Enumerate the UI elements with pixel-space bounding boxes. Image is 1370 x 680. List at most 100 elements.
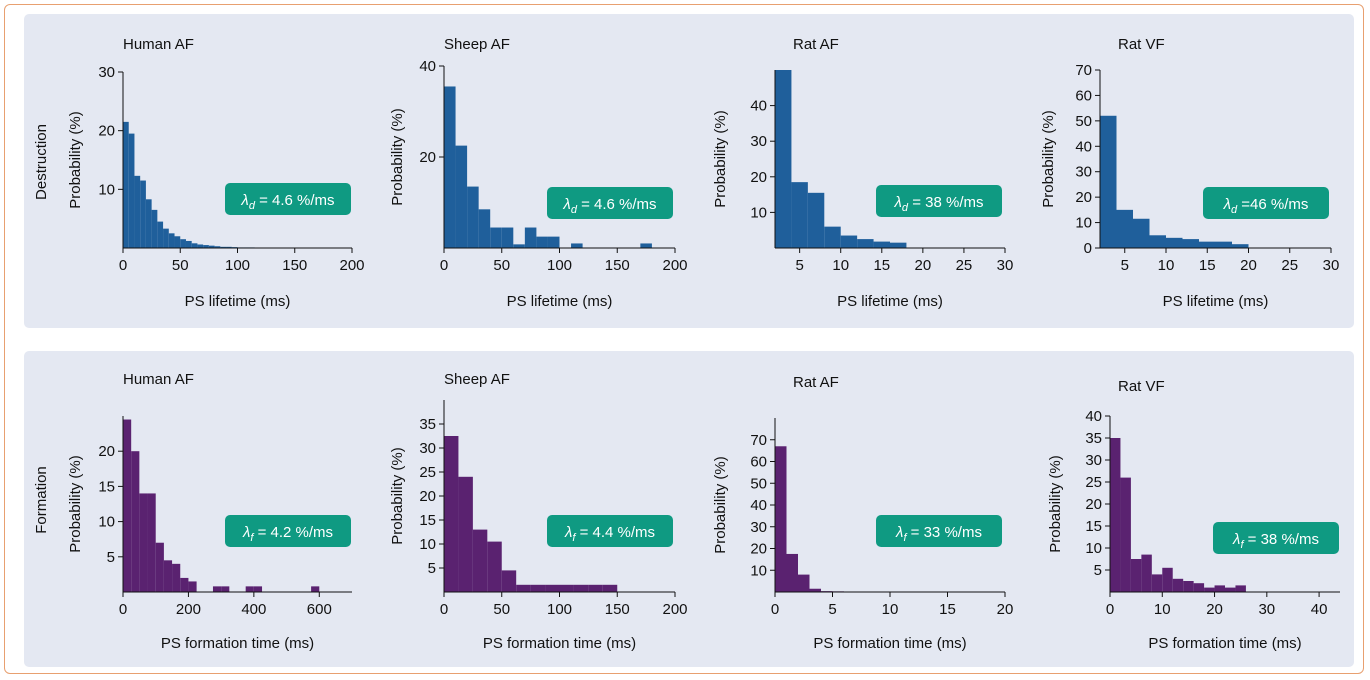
y-tick-label: 20 — [1085, 496, 1102, 513]
histogram-bar — [174, 236, 181, 248]
x-tick-label: 200 — [662, 257, 687, 274]
histogram-bar — [1162, 567, 1173, 592]
y-tick-label: 20 — [419, 149, 436, 166]
histogram-bar — [1214, 585, 1225, 592]
x-tick-label: 20 — [997, 601, 1014, 618]
y-tick-label: 50 — [1075, 113, 1092, 130]
y-tick-label: 30 — [750, 519, 767, 536]
y-tick-label: 0 — [1084, 240, 1092, 257]
histogram-bar — [467, 186, 479, 248]
histogram-bar — [191, 243, 198, 248]
histogram-bar — [1149, 235, 1166, 248]
histogram-bar — [1116, 209, 1133, 248]
x-tick-label: 50 — [493, 601, 510, 618]
histogram-bar — [824, 226, 841, 248]
histogram-bar — [809, 588, 821, 592]
histogram-bar — [226, 246, 232, 248]
histogram-bar — [212, 586, 222, 592]
y-axis-label: Probability (%) — [1047, 455, 1064, 553]
x-tick-label: 150 — [605, 257, 630, 274]
x-tick-label: 400 — [241, 601, 266, 618]
histogram-bar — [472, 529, 488, 592]
chart-title: Human AF — [123, 36, 194, 53]
y-axis-label: Probability (%) — [389, 447, 406, 545]
x-tick-label: 10 — [832, 257, 849, 274]
histogram-bar — [1120, 477, 1131, 592]
y-tick-label: 70 — [1075, 62, 1092, 79]
x-tick-label: 0 — [771, 601, 779, 618]
histogram-bar — [168, 233, 175, 248]
histogram-bar — [311, 586, 320, 592]
histogram-bar — [172, 563, 181, 592]
y-tick-label: 30 — [1085, 452, 1102, 469]
histogram-bar — [188, 581, 197, 592]
y-tick-label: 10 — [98, 514, 115, 531]
y-tick-label: 10 — [1085, 540, 1102, 557]
histogram-bar — [524, 227, 537, 248]
y-axis-label: Probability (%) — [712, 456, 729, 554]
histogram-bar — [1172, 578, 1184, 592]
chart-4: Rat VF 5 10 15 20 25 30 0 10 20 30 40 50 60 70 PS lifet… — [1040, 36, 1339, 310]
x-axis-label: PS lifetime (ms) — [507, 293, 613, 310]
histogram-bar — [123, 121, 129, 248]
x-tick-label: 10 — [1154, 601, 1171, 618]
rate-badge — [547, 187, 673, 219]
rate-badge — [1203, 187, 1329, 219]
x-tick-label: 10 — [882, 601, 899, 618]
histogram-bar — [128, 133, 135, 248]
histogram-bar — [1151, 574, 1163, 592]
histogram-bar — [1225, 587, 1236, 592]
histogram-bar — [775, 446, 787, 592]
x-tick-label: 0 — [440, 257, 448, 274]
histogram-bar — [536, 236, 548, 248]
x-tick-label: 25 — [956, 257, 973, 274]
y-tick-label: 20 — [98, 123, 115, 140]
y-tick-label: 30 — [1075, 164, 1092, 181]
chart-7: Rat AF 0 5 10 15 20 10 20 30 40 50 60 70 PS formation… — [712, 374, 1013, 652]
y-tick-label: 35 — [419, 416, 436, 433]
x-tick-label: 5 — [828, 601, 836, 618]
y-tick-label: 35 — [1085, 430, 1102, 447]
histogram-bar — [163, 560, 173, 592]
x-axis-label: PS formation time (ms) — [813, 635, 966, 652]
histogram-bar — [245, 586, 254, 592]
rate-badge-label: λf = 4.2 %/ms — [242, 524, 333, 544]
y-tick-label: 25 — [419, 464, 436, 481]
rate-badge — [225, 515, 351, 547]
y-tick-label: 10 — [750, 204, 767, 221]
histogram-bar — [873, 241, 890, 248]
histogram-bar — [857, 239, 874, 248]
y-tick-label: 70 — [750, 432, 767, 449]
histogram-bar — [516, 584, 531, 592]
row-label-formation: Formation — [33, 466, 50, 534]
y-tick-label: 40 — [1075, 138, 1092, 155]
chart-title: Sheep AF — [444, 36, 510, 53]
x-axis-label: PS lifetime (ms) — [1163, 293, 1269, 310]
y-axis-label: Probability (%) — [67, 111, 84, 209]
chart-title: Human AF — [123, 371, 194, 388]
histogram-bar — [573, 584, 589, 592]
y-tick-label: 60 — [750, 454, 767, 471]
y-tick-label: 20 — [750, 541, 767, 558]
chart-title: Rat AF — [793, 374, 839, 391]
x-axis-label: PS lifetime (ms) — [837, 293, 943, 310]
histogram-bar — [1232, 244, 1249, 248]
y-tick-label: 20 — [1075, 189, 1092, 206]
histogram-bar — [134, 175, 141, 248]
y-tick-label: 20 — [750, 169, 767, 186]
x-tick-label: 10 — [1158, 257, 1175, 274]
histogram-bar — [602, 584, 618, 592]
destruction-panel — [24, 14, 1354, 328]
histogram-bar — [1166, 237, 1183, 248]
histogram-bar — [798, 574, 810, 592]
histogram-bar — [214, 246, 221, 248]
histogram-bar — [208, 245, 215, 248]
histogram-bar — [588, 584, 603, 592]
histogram-bar — [145, 199, 152, 248]
histogram-bar — [1215, 241, 1232, 248]
y-tick-label: 10 — [419, 536, 436, 553]
rate-badge-label: λd = 38 %/ms — [894, 194, 984, 214]
y-tick-label: 10 — [1075, 215, 1092, 232]
y-tick-label: 40 — [1085, 408, 1102, 425]
y-tick-label: 15 — [419, 512, 436, 529]
